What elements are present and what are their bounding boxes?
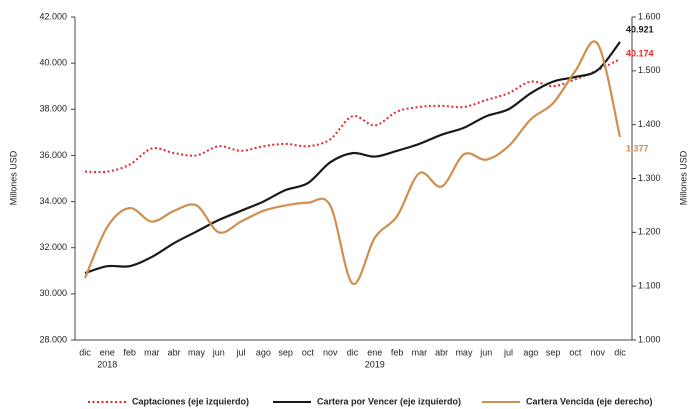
legend-label: Cartera Vencida (eje derecho) <box>526 396 653 406</box>
y2-axis-label: Millones USD <box>678 150 688 205</box>
series-line <box>84 41 621 275</box>
year-label: 2018 <box>97 359 117 369</box>
y-tick-label: 32.000 <box>39 242 67 252</box>
value-label: 1.377 <box>626 143 649 153</box>
x-tick-label: feb <box>123 347 136 357</box>
x-tick-label: nov <box>590 347 605 357</box>
legend-label: Cartera por Vencer (eje izquierdo) <box>317 396 461 406</box>
y-tick-label: 30.000 <box>39 288 67 298</box>
x-tick-label: may <box>455 347 473 357</box>
x-tick-label: dic <box>614 347 626 357</box>
x-tick-label: dic <box>79 347 91 357</box>
y2-tick-label: 1.100 <box>638 281 661 291</box>
x-tick-label: mar <box>144 347 160 357</box>
x-tick-label: oct <box>569 347 582 357</box>
x-tick-label: abr <box>168 347 181 357</box>
value-label: 40.174 <box>626 49 654 59</box>
x-tick-label: ene <box>367 347 382 357</box>
series-line <box>83 40 622 285</box>
y-tick-label: 38.000 <box>39 104 67 114</box>
x-tick-label: jul <box>503 347 513 357</box>
year-label: 2019 <box>365 359 385 369</box>
x-tick-label: mar <box>412 347 428 357</box>
x-tick-label: nov <box>323 347 338 357</box>
y-axis-label: Millones USD <box>8 150 18 205</box>
value-label: 40.921 <box>626 24 654 34</box>
legend-label: Captaciones (eje izquierdo) <box>132 396 249 406</box>
y-tick-label: 34.000 <box>39 196 67 206</box>
y2-tick-label: 1.000 <box>638 334 661 344</box>
x-tick-label: sep <box>546 347 561 357</box>
x-tick-label: sep <box>278 347 293 357</box>
y2-tick-label: 1.200 <box>638 227 661 237</box>
x-tick-label: abr <box>435 347 448 357</box>
y-tick-label: 42.000 <box>39 11 67 21</box>
y-tick-label: 28.000 <box>39 334 67 344</box>
x-tick-label: feb <box>391 347 404 357</box>
x-tick-label: ago <box>256 347 271 357</box>
x-tick-label: jun <box>479 347 492 357</box>
series-line <box>84 58 621 174</box>
x-tick-label: ene <box>100 347 115 357</box>
y2-tick-label: 1.400 <box>638 119 661 129</box>
y2-tick-label: 1.600 <box>638 11 661 21</box>
x-tick-label: jun <box>212 347 225 357</box>
y2-tick-label: 1.500 <box>638 65 661 75</box>
x-tick-label: oct <box>302 347 315 357</box>
y2-tick-label: 1.300 <box>638 173 661 183</box>
y-tick-label: 36.000 <box>39 150 67 160</box>
y-tick-label: 40.000 <box>39 58 67 68</box>
x-tick-label: may <box>188 347 206 357</box>
x-tick-label: dic <box>347 347 359 357</box>
x-tick-label: ago <box>523 347 538 357</box>
x-tick-label: jul <box>236 347 246 357</box>
